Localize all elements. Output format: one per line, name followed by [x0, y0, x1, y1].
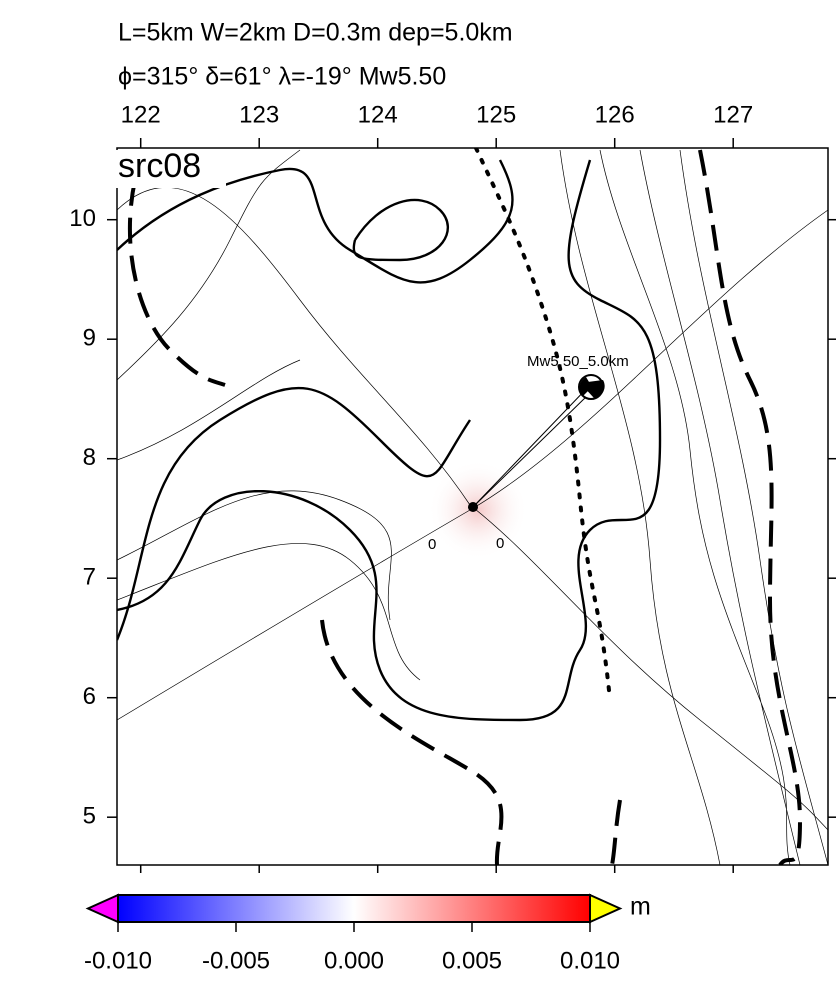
panel-label: src08	[118, 147, 201, 185]
map-content: Mw5.50_5.0km 0 0	[117, 148, 828, 865]
colorbar-tick-label: -0.010	[84, 947, 152, 974]
zero-contour	[117, 159, 662, 722]
trench-line	[127, 149, 803, 865]
contour	[559, 149, 828, 865]
y-tick-label: 8	[83, 444, 96, 471]
epicenter	[468, 502, 478, 512]
x-tick-label: 122	[121, 101, 161, 128]
x-tick-label: 124	[358, 101, 398, 128]
event-label: Mw5.50_5.0km	[527, 353, 629, 370]
y-tick-label: 6	[83, 683, 96, 710]
map-frame	[116, 147, 829, 866]
trench-axis	[474, 148, 612, 702]
label-box	[116, 150, 226, 188]
colorbar	[117, 894, 591, 923]
title-line-1: L=5km W=2km D=0.3m dep=5.0km	[118, 19, 513, 47]
contour-label: 0	[496, 535, 504, 552]
x-tick-label: 126	[595, 101, 635, 128]
leader-line	[472, 394, 589, 508]
colorbar-tick-label: 0.010	[560, 947, 620, 974]
colorbar-unit: m	[630, 893, 651, 921]
y-tick-label: 7	[83, 564, 96, 591]
focal-mechanism	[578, 374, 605, 400]
contour-label: 0	[428, 536, 436, 553]
y-tick-label: 9	[83, 325, 96, 352]
y-tick-label: 10	[69, 205, 96, 232]
y-tick-label: 5	[83, 803, 96, 830]
colorbar-tick-label: -0.005	[202, 947, 270, 974]
colorbar-high-triangle	[589, 893, 623, 924]
colorbar-tick-label: 0.000	[324, 947, 384, 974]
title-line-2: ϕ=315° δ=61° λ=-19° Mw5.50	[118, 63, 446, 91]
x-tick-label: 125	[476, 101, 516, 128]
leader-line	[472, 384, 591, 508]
contour	[117, 149, 421, 681]
x-tick-label: 127	[713, 101, 753, 128]
displacement-field	[428, 460, 528, 560]
fault-line	[117, 187, 828, 831]
colorbar-tick-label: 0.005	[442, 947, 502, 974]
colorbar-low-triangle	[85, 893, 119, 924]
x-tick-label: 123	[239, 101, 279, 128]
